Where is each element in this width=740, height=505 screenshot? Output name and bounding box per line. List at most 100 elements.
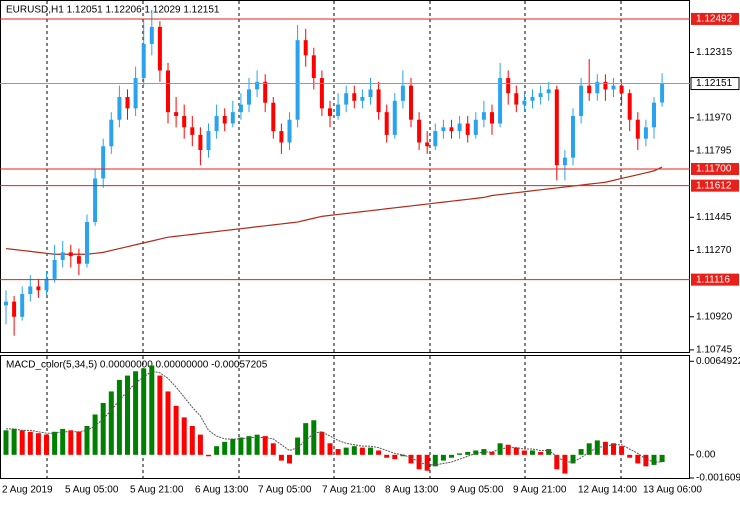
macd-bar: [619, 446, 625, 455]
macd-bar: [457, 453, 463, 455]
macd-bar: [262, 436, 268, 455]
macd-bar: [76, 431, 82, 455]
candle-body: [498, 78, 503, 124]
candle-body: [490, 112, 494, 124]
macd-bar: [141, 368, 147, 455]
macd-bar: [416, 454, 422, 470]
x-tick-label: 9 Aug 05:00: [450, 485, 504, 496]
current-price-box: [690, 77, 740, 91]
level-label-box: [691, 273, 739, 286]
macd-bar: [578, 449, 584, 455]
candle-body: [473, 119, 478, 135]
macd-bar: [19, 430, 25, 455]
candle-body: [465, 123, 470, 135]
candle-body: [384, 112, 389, 135]
candle-body: [222, 115, 227, 124]
candle-body: [85, 222, 89, 264]
candle-body: [352, 93, 357, 101]
candle-body: [425, 142, 430, 147]
candle-body: [28, 286, 33, 295]
candle-body: [12, 301, 17, 317]
macd-bar: [68, 430, 74, 455]
macd-bar: [27, 431, 33, 455]
candle-body: [579, 85, 584, 116]
y-tick-label: 1.11970: [696, 112, 732, 123]
candle-body: [603, 81, 608, 90]
macd-bar: [125, 375, 130, 455]
macd-bar: [586, 443, 592, 455]
level-label-box: [691, 179, 739, 192]
candle-body: [562, 157, 567, 166]
candle-body: [263, 81, 268, 103]
macd-bar: [108, 391, 114, 455]
x-tick-label: 8 Aug 13:00: [385, 485, 439, 496]
candle-body: [230, 112, 235, 124]
macd-bar: [278, 454, 284, 461]
macd-bar: [359, 447, 365, 455]
macd-bar: [189, 426, 195, 455]
macd-bar: [530, 450, 535, 455]
candle-body: [44, 278, 49, 291]
candle-body: [295, 40, 300, 120]
y-tick-label: 1.11270: [696, 245, 732, 256]
candle-body: [400, 85, 405, 101]
macd-bar: [538, 451, 544, 455]
candle-body: [68, 252, 73, 257]
level-label: 1.11116: [696, 274, 730, 285]
candle-body: [449, 127, 454, 132]
y-tick-label: 0.00: [696, 449, 716, 460]
candle-body: [433, 131, 438, 147]
macd-bar: [116, 379, 122, 455]
macd-bar: [133, 371, 139, 455]
candle-body: [652, 102, 656, 128]
macd-bar: [35, 433, 41, 455]
macd-bar: [303, 423, 309, 455]
candle-body: [660, 83, 665, 103]
macd-bar: [400, 454, 406, 457]
candle-body: [20, 294, 25, 317]
candle-body: [60, 252, 65, 260]
candle-body: [279, 131, 284, 143]
candle-body: [514, 93, 519, 105]
macd-bar: [440, 454, 446, 461]
macd-bar: [52, 431, 58, 455]
candle-body: [93, 178, 98, 223]
macd-bar: [44, 434, 49, 455]
macd-bar: [311, 420, 317, 455]
candle-body: [157, 26, 162, 71]
candle-body: [319, 78, 324, 109]
macd-bar: [643, 454, 649, 467]
macd-bar: [157, 375, 163, 455]
candle-body: [52, 259, 57, 279]
candle-body: [627, 93, 632, 120]
level-label: 1.12492: [696, 14, 733, 25]
y-tick-label: -0.001609: [696, 473, 740, 484]
candle-body: [198, 134, 203, 151]
macd-bar: [254, 434, 260, 455]
candle-body: [166, 70, 170, 113]
candle-body: [271, 102, 276, 132]
candle-body: [376, 89, 381, 113]
macd-bar: [432, 454, 438, 467]
candle-body: [182, 115, 187, 128]
macd-bar: [376, 450, 382, 455]
macd-bar: [489, 451, 495, 455]
macd-bar: [295, 437, 301, 455]
macd-bar: [659, 454, 665, 463]
candle-body: [457, 123, 462, 132]
macd-bar: [368, 447, 373, 455]
macd-bar: [602, 441, 608, 455]
macd-bar: [343, 447, 349, 455]
candle-body: [530, 96, 535, 101]
macd-bar: [335, 449, 341, 455]
candle-body: [328, 108, 332, 116]
macd-bar: [270, 443, 276, 455]
candle-body: [255, 81, 260, 90]
macd-bar: [84, 426, 90, 455]
candle-body: [409, 85, 413, 120]
x-tick-label: 7 Aug 21:00: [322, 485, 376, 496]
signal-line: [6, 370, 663, 466]
macd-bar: [3, 430, 9, 455]
macd-bar: [570, 454, 576, 464]
